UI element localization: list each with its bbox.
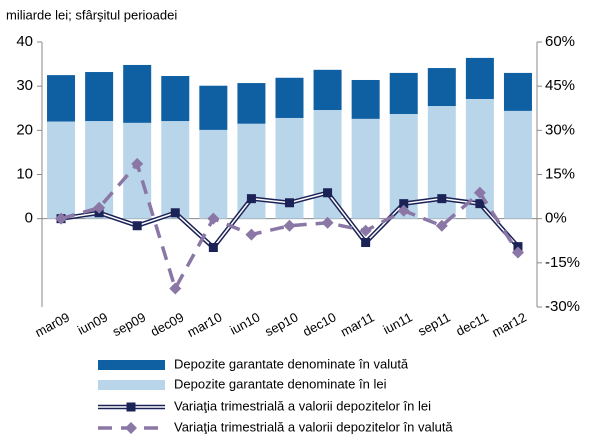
bar-segment [427, 68, 456, 107]
chart-subtitle: miliarde lei; sfârşitul perioadei [6, 7, 177, 22]
point-marker [245, 228, 258, 241]
bar-segment [503, 72, 532, 111]
x-tick-label: sep10 [262, 309, 300, 339]
point-marker [93, 201, 106, 214]
bar-segment [85, 72, 114, 122]
bar-segment [351, 79, 380, 119]
bar-segment [123, 64, 152, 123]
point-marker [169, 282, 182, 295]
bar-segment [465, 57, 494, 99]
x-tick-label: sep09 [110, 309, 148, 339]
legend-swatch [98, 360, 165, 370]
point-marker [207, 212, 220, 225]
point-marker [399, 199, 409, 209]
y-tick-label: 10 [16, 165, 33, 182]
x-tick-label: mar10 [185, 309, 225, 340]
x-tick-label: iun09 [75, 309, 110, 337]
bar-segment [313, 69, 342, 111]
bar-segment [313, 110, 342, 219]
x-tick-label: mar12 [489, 309, 529, 340]
x-tick-label: iun10 [227, 309, 262, 337]
point-marker [511, 246, 524, 259]
x-tick-label: dec10 [300, 309, 338, 339]
y-tick-label: 20 [16, 121, 33, 138]
bar-segment [503, 110, 532, 219]
bar-segment [199, 129, 228, 219]
bar-segment [237, 83, 266, 124]
point-marker [55, 212, 68, 225]
x-tick-label: dec09 [148, 309, 186, 339]
y2-tick-label: -30% [545, 298, 580, 315]
point-marker [283, 219, 296, 232]
x-tick-label: mar09 [32, 309, 72, 340]
y2-tick-label: 45% [545, 77, 575, 94]
point-marker [246, 194, 256, 204]
point-marker [473, 186, 486, 199]
bar-segment [47, 121, 76, 219]
legend-label: Variaţia trimestrială a valorii depozite… [174, 398, 431, 413]
point-marker [397, 204, 410, 217]
y-tick-label: 0 [25, 210, 33, 227]
legend-marker [125, 422, 137, 434]
point-marker [323, 188, 333, 198]
bar-segment [275, 77, 304, 118]
bar-segment [237, 123, 266, 219]
bar-segment [351, 118, 380, 219]
y2-tick-label: 15% [545, 165, 575, 182]
bar-segment [161, 76, 190, 122]
point-marker [437, 194, 447, 204]
point-marker [285, 198, 294, 208]
legend-swatch [98, 380, 165, 390]
y2-tick-label: -15% [545, 254, 580, 271]
x-tick-label: dec11 [453, 309, 490, 338]
bar-segment [161, 121, 190, 219]
y-tick-label: 40 [16, 33, 33, 50]
point-marker [132, 221, 142, 231]
point-marker [170, 208, 180, 218]
point-marker [208, 243, 218, 253]
y2-tick-label: 0% [545, 210, 567, 227]
point-marker [359, 224, 372, 237]
y2-tick-label: 30% [545, 121, 575, 138]
point-marker [475, 199, 485, 209]
x-tick-label: iun11 [380, 309, 414, 337]
legend-label: Variaţia trimestrială a valorii depozite… [174, 419, 453, 434]
x-tick-label: sep11 [415, 309, 452, 338]
bar-segment [199, 85, 228, 130]
point-marker [435, 219, 448, 232]
x-tick-label: mar11 [338, 309, 377, 339]
point-marker [321, 216, 334, 229]
point-marker [131, 157, 144, 170]
y-tick-label: 30 [16, 77, 33, 94]
bar-segment [47, 75, 76, 122]
y2-tick-label: 60% [545, 33, 575, 50]
point-marker [361, 238, 371, 248]
legend-label: Depozite garantate denominate în valută [174, 356, 409, 371]
legend-marker [126, 402, 136, 412]
legend-label: Depozite garantate denominate în lei [174, 376, 387, 391]
bar-segment [123, 122, 152, 219]
bar-segment [389, 72, 418, 114]
